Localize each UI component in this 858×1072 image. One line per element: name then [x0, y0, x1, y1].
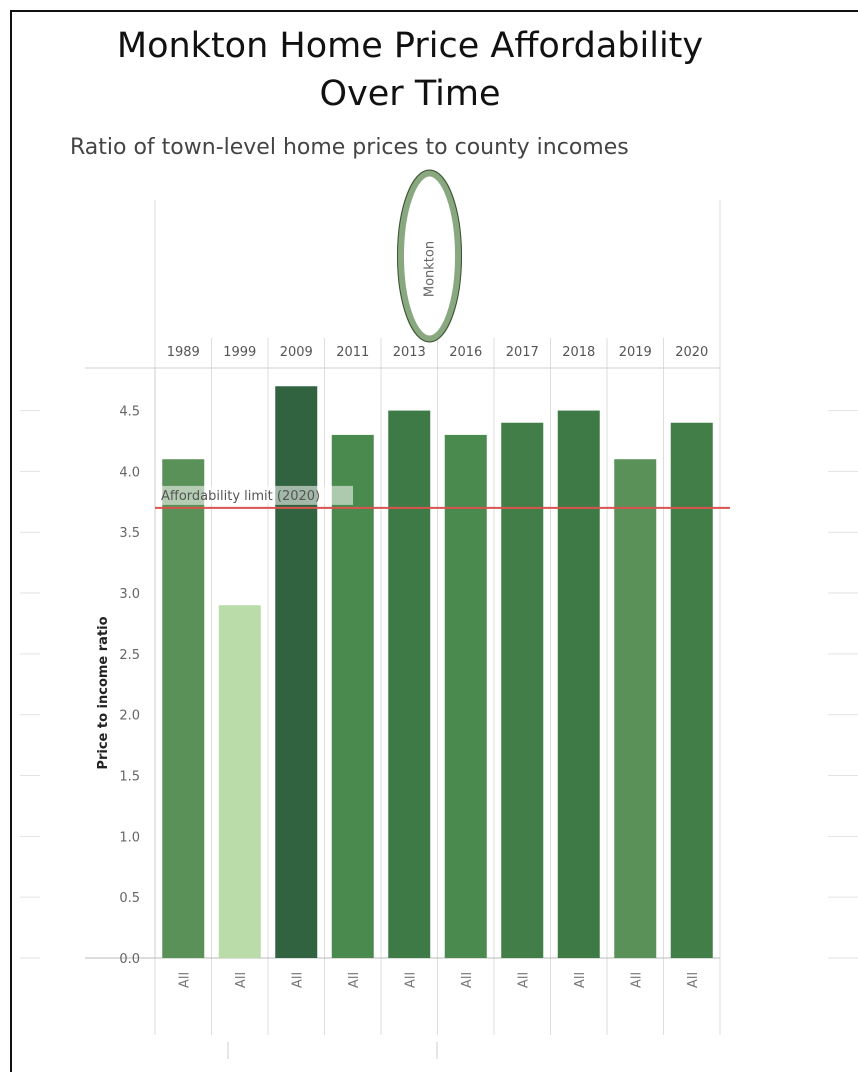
- x-tick-label-2013: 2013: [393, 345, 426, 360]
- x-tick-label-1999: 1999: [223, 345, 256, 360]
- x-tick-label-2018: 2018: [562, 345, 595, 360]
- chart-title-line2: Over Time: [319, 74, 501, 114]
- bar-2013: [388, 410, 431, 958]
- y-tick-label: 4.5: [119, 405, 140, 420]
- bar-2017: [501, 422, 544, 958]
- x-tick-label-2020: 2020: [675, 345, 708, 360]
- y-tick-label: 4.0: [119, 465, 140, 480]
- reference-line-label: Affordability limit (2020): [161, 489, 320, 504]
- sub-category-label: All: [460, 972, 475, 988]
- bar-2016: [444, 434, 487, 958]
- y-tick-label: 3.5: [119, 526, 140, 541]
- sub-category-label: All: [177, 972, 192, 988]
- x-tick-label-2009: 2009: [280, 345, 313, 360]
- bar-2009: [275, 386, 318, 958]
- reference-label-bg: [159, 485, 353, 505]
- sub-category-label: All: [234, 972, 249, 988]
- bar-2019: [614, 459, 657, 958]
- sub-category-label: All: [573, 972, 588, 988]
- y-tick-label: 3.0: [119, 587, 140, 602]
- y-tick-label: 1.5: [119, 770, 140, 785]
- x-tick-label-1989: 1989: [167, 345, 200, 360]
- bar-1989: [162, 459, 205, 958]
- sub-category-label: All: [403, 972, 418, 988]
- highlight-ellipse: [397, 169, 462, 343]
- y-tick-label: 2.5: [119, 648, 140, 663]
- highlight-ellipse-outline: [397, 169, 462, 343]
- y-tick-label: 0.0: [119, 952, 140, 967]
- chart-frame: [10, 10, 858, 1072]
- sub-category-label: All: [629, 972, 644, 988]
- sub-category-label: All: [686, 972, 701, 988]
- x-tick-label-2016: 2016: [449, 345, 482, 360]
- x-tick-label-2011: 2011: [336, 345, 369, 360]
- sub-category-label: All: [290, 972, 305, 988]
- sub-category-label: All: [347, 972, 362, 988]
- y-tick-label: 0.5: [119, 891, 140, 906]
- x-tick-label-2017: 2017: [506, 345, 539, 360]
- chart-subtitle: Ratio of town-level home prices to count…: [70, 135, 629, 160]
- y-tick-label: 1.0: [119, 830, 140, 845]
- bar-2018: [557, 410, 600, 958]
- bar-2020: [670, 422, 713, 958]
- sub-category-label: All: [516, 972, 531, 988]
- bar-2011: [331, 434, 374, 958]
- chart-title: Monkton Home Price Affordability Over Ti…: [80, 22, 740, 118]
- y-axis-title: Price to income ratio: [96, 616, 111, 769]
- chart-title-line1: Monkton Home Price Affordability: [116, 26, 704, 66]
- town-header-label: Monkton: [423, 241, 438, 297]
- x-tick-label-2019: 2019: [619, 345, 652, 360]
- bar-1999: [218, 605, 261, 958]
- y-tick-label: 2.0: [119, 709, 140, 724]
